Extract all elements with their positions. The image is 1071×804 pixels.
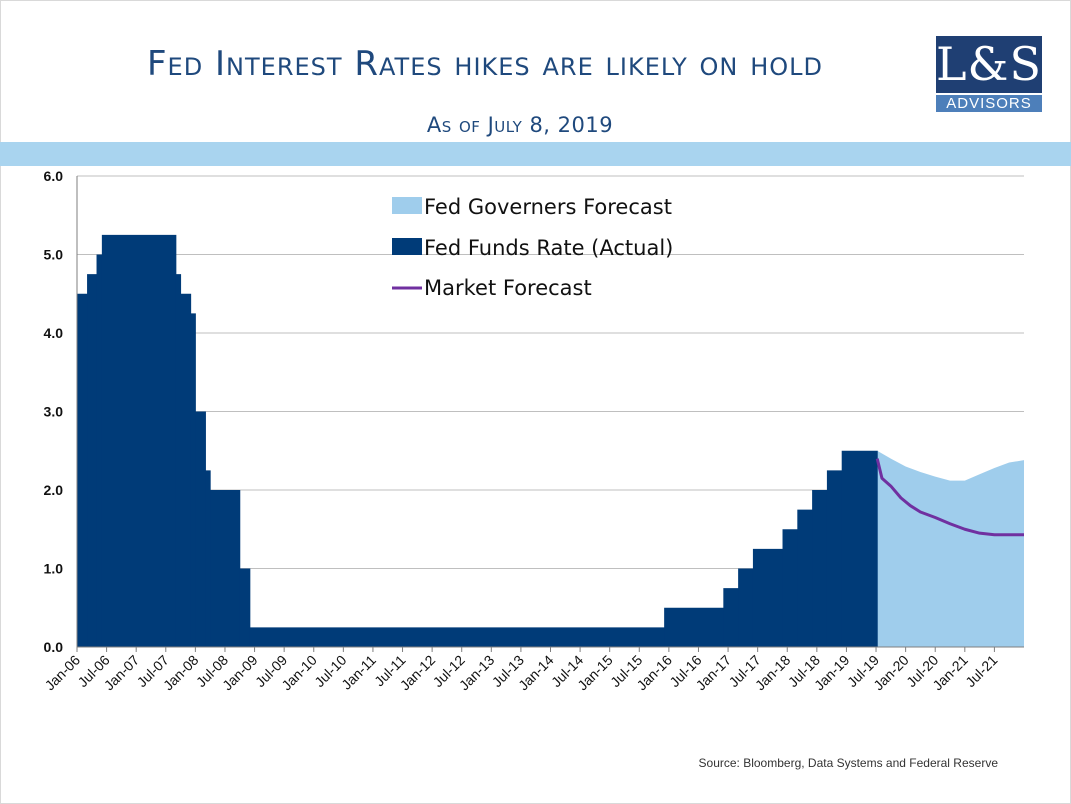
bar-fed-funds-2007.92 — [190, 313, 196, 647]
bar-fed-funds-2018.17 — [797, 509, 813, 647]
y-tick-label-6.0: 6.0 — [44, 168, 64, 184]
bar-fed-funds-2008.17 — [205, 470, 211, 647]
bar-fed-funds-2018.42 — [812, 490, 828, 647]
bar-fed-funds-2008 — [195, 411, 206, 647]
bar-fed-funds-2017.92 — [782, 529, 798, 647]
legend-label-market-forecast: Market Forecast — [424, 276, 592, 300]
legend-swatch-governors-forecast — [392, 197, 422, 214]
x-tick-label-Jul-21: Jul-21 — [962, 652, 1000, 690]
bar-fed-funds-2018.92 — [841, 450, 878, 647]
y-tick-label-1.0: 1.0 — [44, 561, 64, 577]
bar-fed-funds-2018.67 — [826, 470, 843, 647]
legend-swatch-fed-funds-actual — [392, 238, 422, 255]
y-axis-ticks: 0.0 1.0 2.0 3.0 4.0 5.0 6.0 — [44, 168, 64, 655]
x-axis-ticks: Jan-06Jul-06Jan-07Jul-07Jan-08Jul-08Jan-… — [42, 652, 1001, 694]
company-logo: L&S ADVISORS — [936, 36, 1042, 112]
y-tick-label-0.0: 0.0 — [44, 639, 64, 655]
x-tick-label-Jan-11: Jan-11 — [338, 652, 379, 693]
logo-wordmark: L&S — [936, 36, 1043, 93]
bar-fed-funds-2008.92 — [249, 627, 665, 647]
y-tick-label-5.0: 5.0 — [44, 247, 64, 263]
bar-fed-funds-2015.92 — [664, 607, 724, 647]
slide-subtitle: As of July 8, 2019 — [426, 113, 614, 137]
x-tick-label-Jan-06: Jan-06 — [42, 652, 84, 694]
series-layer — [77, 234, 1024, 647]
bar-fed-funds-2016.92 — [723, 588, 739, 647]
legend-label-governors-forecast: Fed Governers Forecast — [424, 195, 672, 219]
legend-label-fed-funds-actual: Fed Funds Rate (Actual) — [424, 236, 673, 260]
bar-fed-funds-2006.42 — [101, 234, 177, 647]
bar-fed-funds-2008.25 — [210, 490, 241, 647]
logo-subtitle: ADVISORS — [936, 95, 1042, 112]
bar-fed-funds-2017.42 — [752, 548, 784, 647]
y-tick-label-4.0: 4.0 — [44, 325, 64, 341]
bar-fed-funds-2007.75 — [180, 293, 192, 647]
chart-legend: Fed Governers Forecast Fed Funds Rate (A… — [392, 195, 673, 300]
header-band — [0, 142, 1071, 166]
series-market-forecast-line — [875, 458, 1024, 537]
bar-fed-funds-2008.75 — [239, 568, 251, 647]
slide-title: Fed Interest Rates hikes are likely on h… — [147, 44, 823, 84]
y-tick-label-3.0: 3.0 — [44, 404, 64, 420]
source-note: Source: Bloomberg, Data Systems and Fede… — [698, 756, 998, 770]
bar-fed-funds-2006.33 — [96, 254, 103, 647]
bar-fed-funds-2006.17 — [87, 274, 98, 647]
bar-fed-funds-2006 — [77, 293, 88, 647]
axes — [76, 176, 1024, 652]
y-tick-label-2.0: 2.0 — [44, 482, 64, 498]
series-governors-forecast-area — [877, 450, 1024, 647]
bar-fed-funds-2017.17 — [738, 568, 754, 647]
bar-fed-funds-2007.67 — [175, 274, 182, 647]
